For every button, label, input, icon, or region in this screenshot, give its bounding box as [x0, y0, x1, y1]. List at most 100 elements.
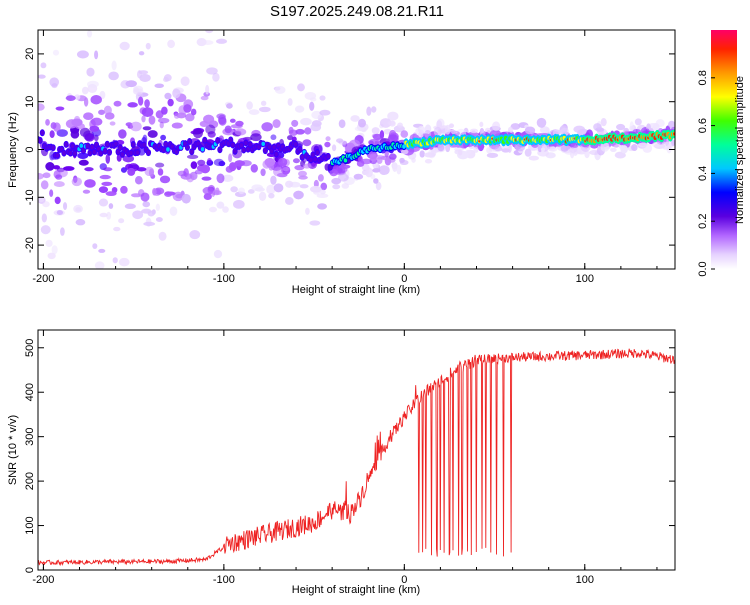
spectral-blob: [278, 157, 288, 167]
spectral-blob: [205, 30, 214, 34]
spectral-blob: [42, 172, 51, 179]
ridge-core: [114, 141, 118, 146]
ridge-core: [231, 142, 235, 148]
spectral-blob: [285, 180, 294, 188]
spectral-blob: [247, 189, 255, 194]
spectral-blob: [62, 202, 68, 211]
spectral-blob: [645, 128, 650, 134]
spectral-blob: [261, 122, 273, 132]
spectral-blob: [157, 168, 164, 176]
ridge-core: [161, 147, 166, 152]
spectral-blob: [86, 67, 95, 77]
x-tick-label: 100: [576, 273, 594, 285]
ridge-core: [62, 150, 66, 156]
y-tick-label: 0: [24, 146, 36, 152]
spectral-blob: [108, 71, 119, 81]
spectral-blob: [437, 144, 445, 152]
spectral-blob: [159, 175, 171, 184]
spectral-blob: [260, 100, 267, 106]
spectral-blob: [266, 184, 276, 195]
spectral-blob: [309, 101, 315, 111]
spectral-blob: [358, 118, 366, 128]
spectral-blob: [86, 30, 93, 38]
spectral-blob: [60, 227, 65, 236]
spectral-blob: [539, 126, 550, 134]
spectral-blob: [83, 130, 95, 141]
x-tick-label: 100: [576, 574, 594, 586]
colorbar-tick-label: 0.0: [697, 261, 709, 276]
spectral-blob: [354, 126, 365, 132]
spectral-blob: [399, 157, 405, 164]
spectral-blob: [415, 127, 421, 135]
ridge-core: [328, 164, 333, 170]
spectral-blob: [348, 139, 361, 149]
spectral-blob: [109, 121, 116, 126]
ridge-core: [189, 149, 194, 154]
spectral-blob: [185, 113, 195, 122]
spectral-blob: [54, 196, 61, 205]
spectral-blob: [325, 136, 331, 142]
spectral-blob: [106, 211, 112, 220]
spectral-blob: [246, 101, 253, 110]
spectral-blob: [313, 179, 319, 188]
spectral-blob: [379, 118, 392, 128]
spectral-blob: [341, 183, 350, 189]
spectral-blob: [142, 126, 152, 131]
spectral-blob: [200, 95, 209, 101]
ridge-core: [228, 137, 233, 143]
spectral-blob: [285, 197, 294, 205]
ridge-core: [274, 151, 278, 157]
ridge-core: [185, 145, 190, 150]
spectral-blob: [274, 85, 286, 94]
ridge-core: [64, 142, 68, 147]
spectral-blob: [331, 144, 337, 152]
spectral-blob: [600, 141, 610, 152]
spectral-blob: [148, 115, 156, 125]
ridge-core: [218, 147, 222, 152]
spectral-blob: [234, 128, 247, 136]
spectral-blob: [660, 141, 673, 150]
spectral-blob: [132, 88, 144, 95]
spectral-blob: [201, 40, 214, 45]
spectral-blob: [158, 231, 167, 241]
snr-x-label: Height of straight line (km): [292, 584, 420, 596]
spectral-blob: [186, 154, 199, 160]
x-tick-label: 0: [401, 273, 407, 285]
spectral-blob: [94, 261, 105, 269]
spectral-blob: [507, 126, 514, 134]
spectral-blob: [164, 92, 172, 100]
ridge-core: [233, 149, 237, 154]
ridge-core: [116, 149, 120, 155]
spectral-blob: [132, 210, 144, 220]
spectral-blob: [108, 203, 114, 209]
spectral-blob: [197, 25, 202, 29]
spectral-blob: [297, 83, 305, 92]
spectral-blob: [38, 74, 46, 79]
spectral-blob: [642, 143, 653, 153]
spectral-blob: [589, 149, 600, 156]
snr-background: [38, 330, 675, 570]
ridge-core: [293, 142, 298, 147]
spectral-blob: [319, 95, 326, 101]
y-tick-label: 10: [24, 96, 36, 108]
spectral-blob: [84, 167, 94, 172]
spectral-blob: [424, 158, 433, 164]
x-tick-label: -100: [213, 273, 235, 285]
spectral-blob: [147, 130, 158, 138]
spectral-blob: [299, 184, 309, 189]
ridge-core: [246, 146, 250, 152]
ridge-core: [326, 154, 330, 159]
spectral-blob: [215, 38, 228, 44]
spectral-blob: [614, 151, 626, 159]
spectral-blob: [353, 173, 364, 180]
spectral-blob: [113, 100, 122, 107]
spectral-blob: [528, 155, 539, 161]
spectral-blob: [98, 109, 105, 115]
ridge-core: [163, 142, 168, 147]
spectral-blob: [201, 176, 212, 181]
ridge-core: [166, 147, 170, 152]
spectral-blob: [216, 173, 225, 184]
spectral-blob: [304, 127, 312, 135]
spectral-blob: [310, 185, 322, 193]
